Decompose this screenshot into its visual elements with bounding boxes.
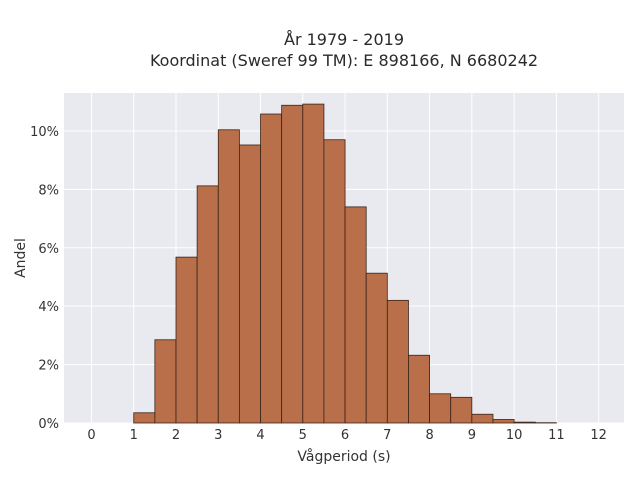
- y-tick-label: 4%: [38, 300, 59, 315]
- y-axis-label: Andel: [13, 238, 29, 278]
- x-tick-label: 12: [590, 428, 607, 443]
- histogram-bar: [217, 129, 240, 424]
- x-tick-label: 2: [172, 428, 180, 443]
- histogram-bar: [513, 421, 536, 424]
- x-tick-label: 0: [87, 428, 95, 443]
- histogram-bar: [175, 256, 198, 424]
- y-tick-label: 0%: [38, 417, 59, 432]
- histogram-bar: [492, 419, 515, 424]
- x-tick-label: 9: [468, 428, 476, 443]
- x-tick-label: 6: [341, 428, 349, 443]
- histogram-bar: [133, 412, 156, 424]
- y-tick-label: 8%: [38, 183, 59, 198]
- y-axis-ticks: 0% 2% 4% 6% 8% 10%: [30, 125, 59, 432]
- bars: [133, 103, 557, 424]
- histogram-bar: [471, 413, 494, 424]
- x-axis-label: Vågperiod (s): [297, 448, 390, 465]
- x-axis-ticks: 0 1 2 3 4 5 6 7 8 9 10 11 12: [87, 428, 607, 443]
- chart-title-line2: Koordinat (Sweref 99 TM): E 898166, N 66…: [150, 51, 538, 70]
- x-tick-label: 7: [383, 428, 391, 443]
- x-tick-label: 5: [299, 428, 307, 443]
- y-tick-label: 10%: [30, 125, 59, 140]
- histogram-bar: [429, 393, 452, 424]
- histogram-bar: [154, 339, 177, 424]
- histogram-bar: [450, 396, 473, 424]
- x-tick-label: 10: [506, 428, 523, 443]
- histogram-bar: [323, 139, 346, 424]
- histogram-bar: [238, 144, 261, 424]
- histogram-bar: [196, 185, 219, 424]
- histogram-bar: [386, 299, 409, 424]
- histogram-bar: [260, 113, 283, 424]
- histogram-bar: [281, 104, 304, 424]
- x-tick-label: 4: [256, 428, 264, 443]
- y-tick-label: 6%: [38, 242, 59, 257]
- histogram-bar: [408, 354, 430, 424]
- x-tick-label: 1: [130, 428, 138, 443]
- y-tick-label: 2%: [38, 359, 59, 374]
- chart-title-line1: År 1979 - 2019: [284, 30, 404, 49]
- x-tick-label: 3: [214, 428, 222, 443]
- histogram-bar: [302, 103, 325, 424]
- histogram-bar: [365, 272, 388, 424]
- x-tick-label: 11: [548, 428, 565, 443]
- x-tick-label: 8: [425, 428, 433, 443]
- histogram-bar: [344, 206, 367, 424]
